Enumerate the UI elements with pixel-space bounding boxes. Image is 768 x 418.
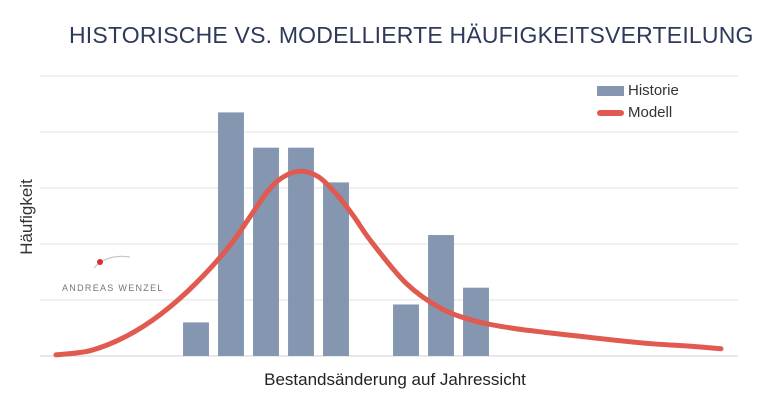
gridlines [40, 75, 738, 357]
legend-swatch-historie [597, 86, 624, 96]
x-axis-label: Bestandsänderung auf Jahressicht [264, 370, 526, 389]
bar-series-historie [183, 112, 489, 357]
legend-label-modell: Modell [628, 104, 673, 121]
bar-historie [393, 304, 419, 356]
watermark-text: ANDREAS WENZEL [62, 283, 164, 293]
logo-dot-icon [97, 259, 103, 265]
line-modell [53, 168, 724, 358]
bar-historie [428, 235, 454, 356]
bar-historie [288, 147, 314, 356]
line-series-modell [53, 168, 724, 358]
bar-historie [253, 147, 279, 356]
swoosh-logo-icon [93, 255, 131, 269]
legend-label-historie: Historie [628, 82, 679, 99]
y-axis-label: Häufigkeit [17, 179, 36, 255]
author-watermark: ANDREAS WENZEL [62, 252, 172, 302]
chart-title: HISTORISCHE VS. MODELLIERTE HÄUFIGKEITSV… [69, 22, 754, 48]
legend-swatch-modell [597, 110, 624, 116]
bar-historie [183, 322, 209, 356]
bar-historie [323, 182, 349, 356]
